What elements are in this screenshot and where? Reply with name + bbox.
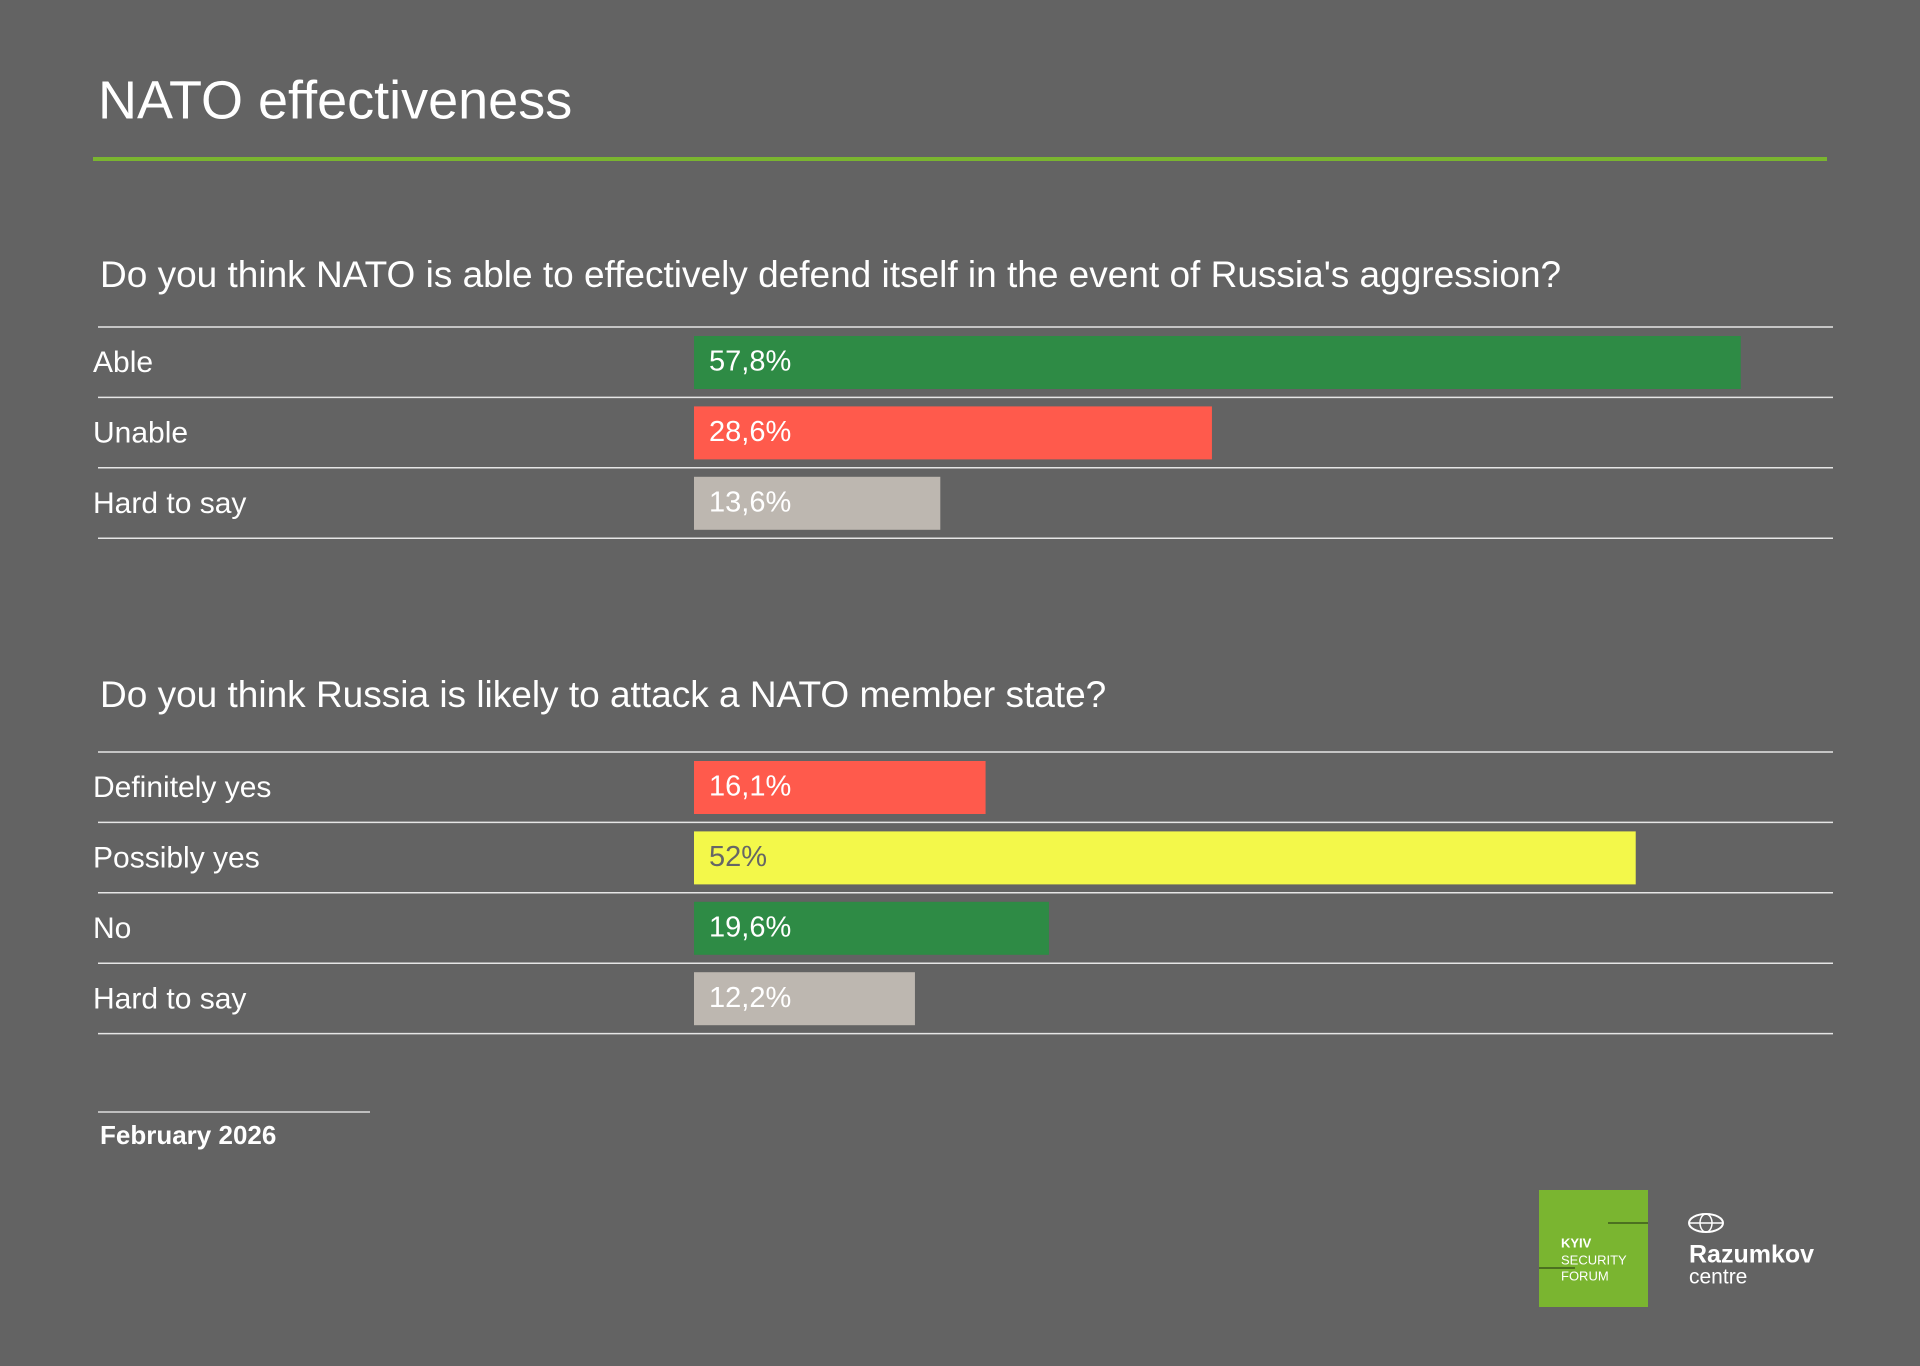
page-title: NATO effectiveness bbox=[98, 70, 572, 130]
value-label: 52% bbox=[709, 841, 767, 873]
category-label: Definitely yes bbox=[93, 771, 271, 804]
bar bbox=[694, 761, 986, 814]
bar bbox=[694, 336, 1741, 389]
category-label: Unable bbox=[93, 417, 188, 450]
forum-logo-text: FORUM bbox=[1561, 1268, 1609, 1283]
bar bbox=[694, 406, 1212, 460]
forum-logo-text: KYIV bbox=[1561, 1235, 1592, 1250]
value-label: 12,2% bbox=[709, 982, 791, 1014]
forum-logo-text: SECURITY bbox=[1561, 1252, 1627, 1267]
category-label: Able bbox=[93, 346, 153, 379]
forum-logo-box bbox=[1539, 1190, 1648, 1307]
value-label: 16,1% bbox=[709, 771, 791, 803]
value-label: 28,6% bbox=[709, 416, 791, 448]
value-label: 57,8% bbox=[709, 346, 791, 378]
forum-logo: KYIV SECURITY FORUM bbox=[1539, 1190, 1648, 1307]
question: Do you think NATO is able to effectively… bbox=[100, 254, 1561, 295]
centre-logo: Razumkov centre bbox=[1688, 1213, 1814, 1289]
value-label: 19,6% bbox=[709, 911, 791, 943]
bar bbox=[694, 831, 1636, 885]
title-rule bbox=[93, 157, 1827, 161]
bar bbox=[694, 972, 915, 1026]
bar bbox=[694, 476, 941, 530]
category-label: Hard to say bbox=[93, 487, 246, 520]
category-label: Possibly yes bbox=[93, 842, 260, 875]
category-label: No bbox=[93, 912, 131, 945]
globe-icon bbox=[1699, 1213, 1713, 1233]
centre-logo-name: Razumkov bbox=[1689, 1241, 1814, 1269]
value-label: 13,6% bbox=[709, 486, 791, 518]
category-label: Hard to say bbox=[93, 982, 246, 1015]
question: Do you think Russia is likely to attack … bbox=[100, 674, 1106, 715]
centre-logo-sub: centre bbox=[1689, 1266, 1747, 1289]
date: February 2026 bbox=[100, 1120, 276, 1150]
bar bbox=[694, 901, 1049, 955]
